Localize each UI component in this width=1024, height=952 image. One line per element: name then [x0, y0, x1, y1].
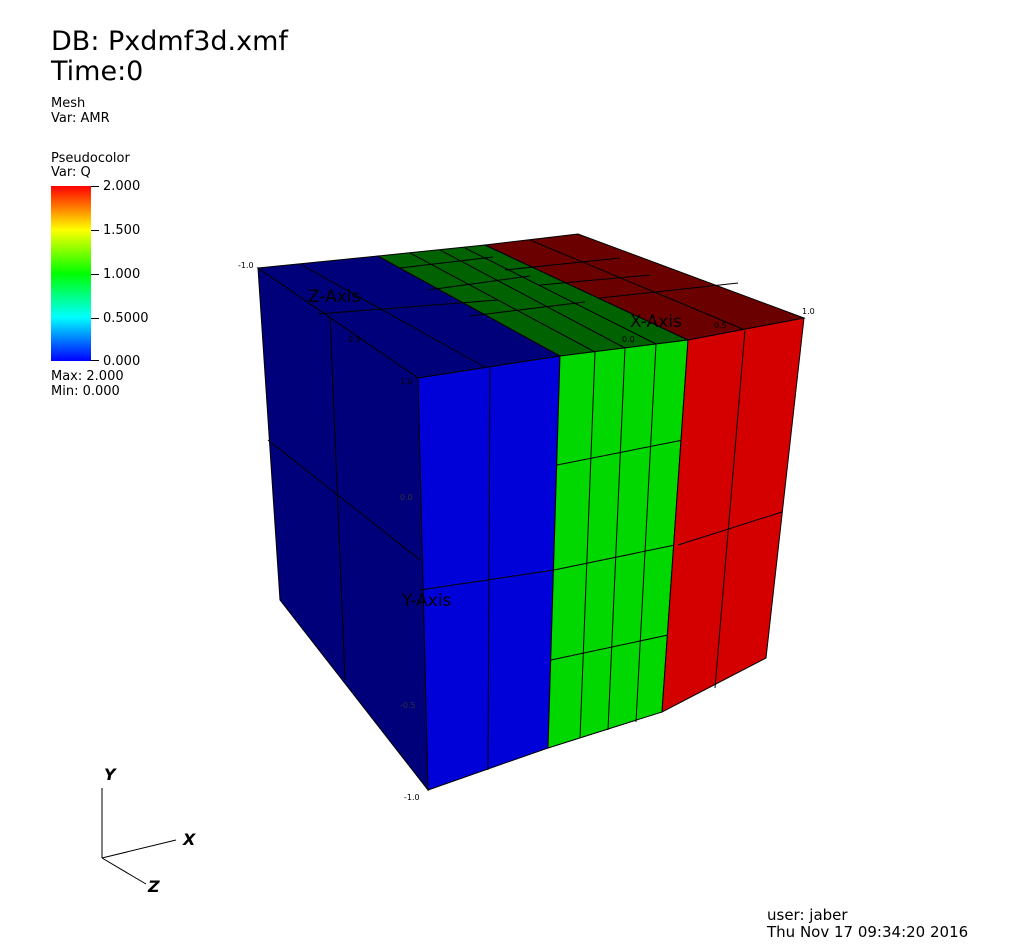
time-label: Time:0 — [51, 56, 144, 87]
green-mesh-lines — [550, 343, 684, 739]
mesh-line — [677, 511, 783, 546]
colorbar — [51, 186, 91, 361]
timestamp-label: Thu Nov 17 09:34:20 2016 — [767, 923, 969, 941]
pseudocolor-legend-title: Pseudocolor — [51, 151, 130, 166]
mesh-line — [487, 367, 491, 771]
triad-x-label: X — [182, 830, 196, 849]
tick-label: 0.0 — [622, 335, 635, 344]
tick-label: -1.0 — [238, 261, 254, 270]
tick-label: -0.5 — [400, 701, 416, 710]
triad-x-axis — [101, 839, 177, 859]
tick-label: 0.5 — [714, 321, 727, 330]
colorbar-tick — [91, 274, 99, 275]
legend-min: Min: 0.000 — [51, 384, 120, 399]
tick-label: 1.0 — [802, 307, 815, 316]
legend-max: Max: 2.000 — [51, 369, 124, 384]
triad-y-label: Y — [104, 765, 117, 784]
y-axis-label: Y-Axis — [401, 591, 452, 611]
tick-label: -1.0 — [404, 793, 420, 802]
orientation-triad — [101, 788, 177, 885]
mesh-legend-title: Mesh — [51, 96, 86, 111]
colorbar-tick-label: 0.000 — [103, 354, 141, 369]
z-axis-label: Z-Axis — [308, 287, 361, 307]
x-axis-label: X-Axis — [630, 312, 682, 332]
triad-z-axis — [101, 857, 147, 885]
tick-label: 0.0 — [400, 493, 413, 502]
mesh-line — [419, 569, 555, 591]
cube-front-face-red — [661, 317, 805, 713]
top-mesh-lines — [299, 239, 746, 371]
tick-label: 0.5 — [348, 335, 361, 344]
colorbar-tick-label: 1.000 — [103, 267, 141, 282]
mesh-legend-var: Var: AMR — [51, 111, 110, 126]
colorbar-tick-label: 1.500 — [103, 223, 141, 238]
mesh-line — [714, 329, 746, 689]
database-title: DB: Pxdmf3d.xmf — [51, 26, 288, 57]
colorbar-tick — [91, 360, 99, 361]
user-label: user: jaber — [767, 906, 848, 924]
colorbar-tick — [91, 230, 99, 231]
colorbar-tick-label: 2.000 — [103, 179, 141, 194]
triad-z-label: Z — [147, 877, 160, 896]
tick-label: 1.0 — [400, 377, 413, 386]
mesh-line — [329, 315, 346, 681]
colorbar-tick — [91, 186, 99, 187]
pseudocolor-legend-var: Var: Q — [51, 165, 91, 180]
colorbar-tick-label: 0.5000 — [103, 311, 149, 326]
colorbar-tick — [91, 318, 99, 319]
mesh-line — [267, 439, 421, 561]
